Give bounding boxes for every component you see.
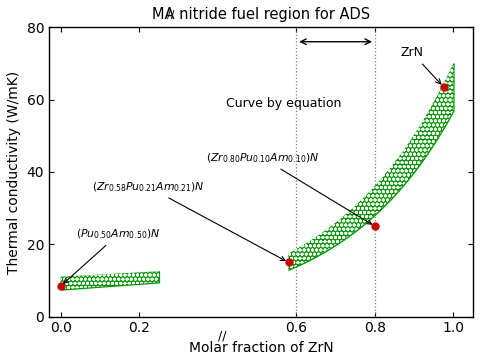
- Text: //: //: [217, 329, 226, 342]
- Title: MA nitride fuel region for ADS: MA nitride fuel region for ADS: [152, 7, 370, 22]
- Text: Curve by equation: Curve by equation: [226, 97, 341, 110]
- Y-axis label: Thermal conductivity (W/mK): Thermal conductivity (W/mK): [7, 70, 21, 274]
- Text: $(Zr_{0.80}Pu_{0.10}Am_{0.10})N$: $(Zr_{0.80}Pu_{0.10}Am_{0.10})N$: [206, 151, 372, 224]
- X-axis label: Molar fraction of ZrN: Molar fraction of ZrN: [189, 341, 333, 355]
- Text: //: //: [167, 10, 174, 20]
- Text: $(Pu_{0.50}Am_{0.50})N$: $(Pu_{0.50}Am_{0.50})N$: [64, 227, 161, 283]
- Text: $(Zr_{0.58}Pu_{0.21}Am_{0.21})N$: $(Zr_{0.58}Pu_{0.21}Am_{0.21})N$: [92, 180, 285, 261]
- Text: ZrN: ZrN: [400, 46, 441, 84]
